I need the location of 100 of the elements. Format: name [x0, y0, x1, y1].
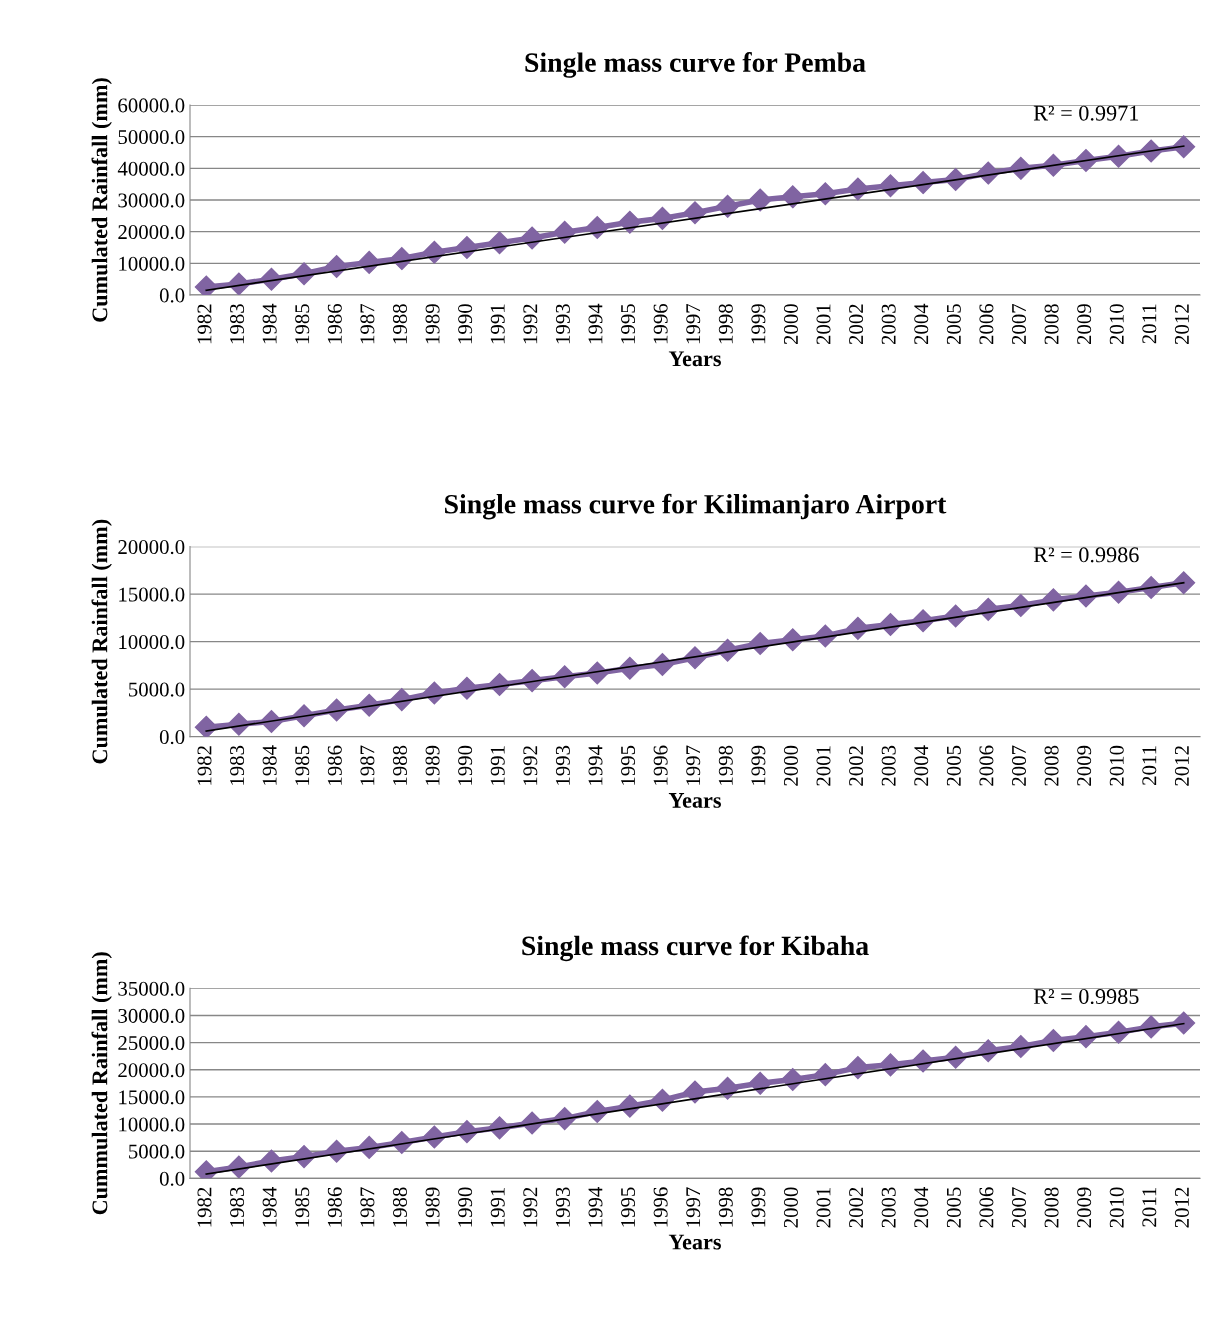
x-tick-label: 2002	[849, 304, 864, 345]
x-tick-label: 2005	[946, 1187, 961, 1228]
y-tick-label: 10000.0	[119, 635, 185, 650]
x-tick-label: 2007	[1011, 745, 1027, 786]
x-tick-label: 2011	[1142, 1187, 1157, 1227]
x-tick-label: 1995	[621, 1187, 636, 1227]
y-tick-label: 40000.0	[117, 161, 185, 176]
x-tick-label: 2008	[1044, 745, 1059, 786]
y-tick-label: 60000.0	[118, 98, 185, 113]
x-tick-label: 2010	[1109, 745, 1124, 786]
y-tick-label: 5000.0	[129, 1144, 185, 1159]
x-tick-label: 2006	[979, 303, 994, 345]
point	[846, 1056, 870, 1080]
x-tick-label: 2003	[881, 1187, 896, 1228]
x-tick-label: 1983	[230, 745, 245, 785]
x-tick-label: 1994	[588, 1186, 603, 1227]
x-tick-label: 1991	[490, 746, 505, 785]
x-tick-label: 2011	[1142, 746, 1157, 785]
point	[585, 216, 609, 240]
point	[748, 1071, 772, 1095]
x-tick-label: 1998	[718, 304, 733, 344]
y-tick-label: 20000.0	[118, 1063, 185, 1078]
x-tick-label: 1989	[425, 1187, 440, 1227]
y-tick-label: 15000.0	[119, 1090, 185, 1105]
x-tick-label: 1986	[327, 745, 342, 785]
y-tick-label: 0.0	[159, 730, 185, 745]
x-tick-label: 2008	[1044, 304, 1059, 345]
x-tick-label: 2000	[783, 745, 798, 786]
point	[1172, 571, 1196, 595]
x-tick-label: 2004	[914, 303, 929, 345]
x-tick-label: 1997	[686, 303, 701, 344]
y-tick-label: 30000.0	[118, 1008, 185, 1023]
x-tick-label: 1998	[718, 745, 733, 785]
x-tick-label: 1985	[295, 1187, 310, 1227]
x-tick-label: 1994	[588, 303, 603, 344]
x-tick-label: 2012	[1174, 1187, 1189, 1228]
x-tick-label: 2003	[881, 304, 896, 345]
x-tick-label: 1982	[197, 746, 212, 785]
x-tick-label: 1993	[555, 304, 570, 344]
y-tick-label: 50000.0	[118, 130, 185, 145]
y-tick-label: 15000.0	[119, 587, 185, 602]
x-tick-label: 2009	[1077, 745, 1092, 786]
x-tick-label: 2000	[783, 304, 798, 345]
chart-title: Single mass curve for Pemba	[525, 52, 866, 78]
x-tick-label: 1993	[555, 745, 570, 785]
x-axis-title: Years	[668, 1234, 721, 1250]
point	[455, 236, 479, 259]
point	[813, 182, 837, 206]
x-tick-label: 2009	[1077, 304, 1092, 345]
x-tick-label: 2007	[1011, 1187, 1027, 1228]
x-tick-label: 2008	[1044, 1187, 1059, 1228]
point	[422, 240, 446, 264]
x-tick-label: 1985	[295, 304, 310, 344]
point	[781, 185, 805, 209]
point	[357, 250, 381, 274]
y-tick-label: 5000.0	[129, 682, 185, 697]
x-tick-label: 2004	[914, 745, 929, 786]
point	[650, 206, 674, 230]
x-tick-label: 1986	[327, 303, 342, 344]
x-tick-label: 2002	[849, 746, 864, 786]
x-tick-label: 1997	[686, 1187, 701, 1227]
x-tick-label: 1992	[523, 304, 538, 344]
x-tick-label: 1999	[751, 745, 766, 785]
x-tick-label: 2007	[1011, 303, 1027, 345]
x-tick-label: 1990	[458, 1187, 473, 1227]
point	[553, 220, 577, 244]
x-tick-label: 1984	[262, 303, 277, 344]
point	[748, 188, 772, 212]
x-tick-label: 2002	[849, 1187, 864, 1228]
x-tick-label: 1998	[718, 1187, 733, 1227]
x-tick-label: 1995	[621, 304, 636, 344]
x-tick-label: 1982	[197, 304, 212, 344]
x-tick-label: 1982	[197, 1187, 212, 1227]
x-tick-label: 2001	[816, 304, 831, 345]
point	[618, 210, 642, 234]
x-tick-label: 2005	[946, 304, 961, 345]
y-tick-label: 10000.0	[119, 1117, 185, 1132]
x-tick-label: 1990	[458, 745, 473, 785]
annotation: R² = 0.9986	[1033, 547, 1139, 563]
x-tick-label: 1983	[230, 1187, 245, 1227]
y-tick-label: 25000.0	[118, 1035, 185, 1051]
chart-title: Single mass curve for Kilimanjaro Airport	[445, 493, 947, 520]
annotation: R² = 0.9985	[1033, 988, 1139, 1005]
x-tick-label: 1996	[653, 303, 668, 344]
x-tick-label: 1992	[523, 746, 538, 785]
x-tick-label: 1991	[490, 1187, 505, 1227]
x-tick-label: 1985	[295, 745, 310, 785]
chart-title: Single mass curve for Kibaha	[522, 935, 869, 962]
point	[650, 1088, 674, 1112]
x-tick-label: 1991	[490, 304, 505, 344]
x-tick-label: 1997	[686, 745, 701, 785]
x-tick-label: 2003	[881, 745, 896, 786]
annotation: R² = 0.9971	[1033, 105, 1139, 121]
x-tick-label: 2004	[914, 1186, 929, 1228]
point	[488, 231, 512, 255]
x-axis-title: Years	[668, 793, 721, 808]
x-tick-label: 2010	[1109, 304, 1124, 345]
x-tick-label: 2006	[979, 1187, 994, 1228]
y-axis-title: Cumulated Rainfall (mm)	[91, 78, 112, 322]
point	[716, 1076, 740, 1100]
